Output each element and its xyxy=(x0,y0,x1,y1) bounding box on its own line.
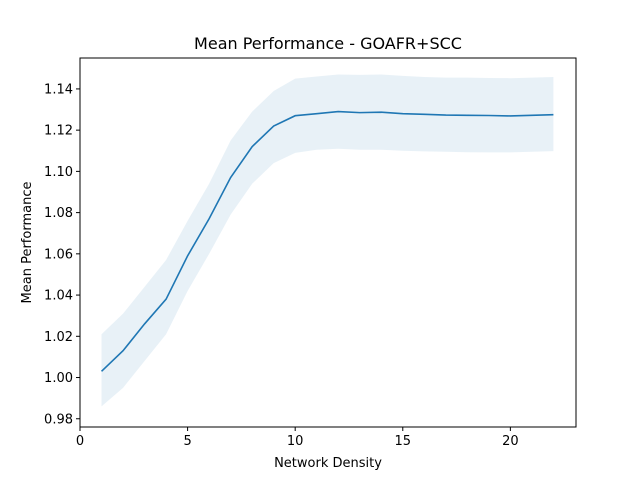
x-axis-title: Network Density xyxy=(274,456,382,471)
y-tick-label: 1.10 xyxy=(44,165,73,180)
y-tick-label: 1.04 xyxy=(44,289,73,304)
y-tick-label: 0.98 xyxy=(44,412,73,427)
confidence-band-layer xyxy=(101,74,554,407)
mean-performance-line xyxy=(100,110,554,372)
y-tick-label: 1.02 xyxy=(44,330,73,345)
confidence-band xyxy=(101,74,554,407)
y-tick-label: 1.08 xyxy=(44,206,73,221)
y-axis-title: Mean Performance xyxy=(20,182,35,304)
chart-title: Mean Performance - GOAFR+SCC xyxy=(194,34,462,53)
x-tick-label: 0 xyxy=(76,434,84,449)
x-tick-label: 5 xyxy=(183,434,191,449)
y-tick-label: 1.00 xyxy=(44,371,73,386)
y-tick-label: 1.12 xyxy=(44,124,73,139)
x-axis-ticks: 0 5 10 15 20 xyxy=(76,427,519,449)
y-tick-label: 1.14 xyxy=(44,82,73,97)
mean-line-layer xyxy=(100,110,554,372)
x-tick-label: 20 xyxy=(502,434,519,449)
x-tick-label: 15 xyxy=(395,434,412,449)
x-tick-label: 10 xyxy=(287,434,304,449)
plot-frame xyxy=(79,57,577,428)
y-axis-ticks: 0.98 1.00 1.02 1.04 1.06 1.08 1.10 1.12 1.14 xyxy=(44,82,80,427)
y-tick-label: 1.06 xyxy=(44,247,73,262)
